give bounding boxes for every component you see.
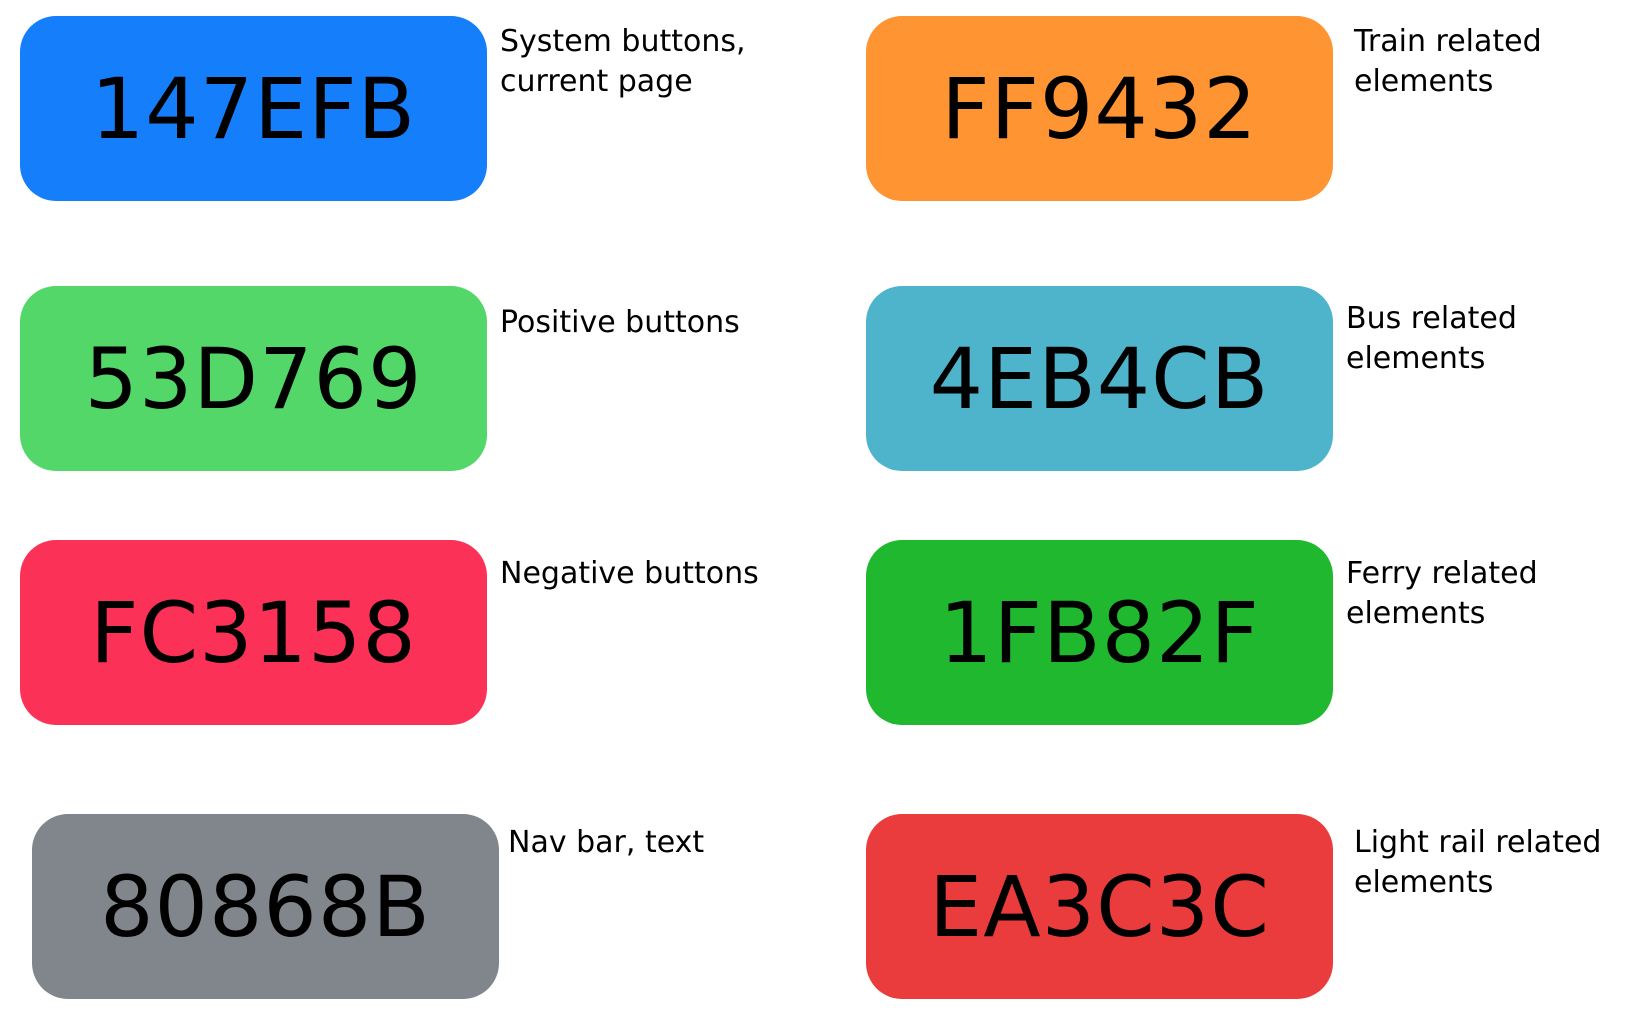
- swatch-light-rail: EA3C3C: [866, 814, 1333, 999]
- swatch-description: Negative buttons: [500, 556, 759, 591]
- swatch-train: FF9432: [866, 16, 1333, 201]
- swatch-code: 80868B: [100, 857, 431, 956]
- swatch-code: EA3C3C: [929, 857, 1270, 956]
- swatch-code: FC3158: [90, 583, 417, 682]
- swatch-code: 1FB82F: [939, 583, 1260, 682]
- swatch-negative: FC3158: [20, 540, 487, 725]
- swatch-code: 53D769: [84, 329, 423, 428]
- swatch-nav: 80868B: [32, 814, 499, 999]
- swatch-system: 147EFB: [20, 16, 487, 201]
- swatch-description: Train related elements: [1354, 24, 1542, 99]
- swatch-code: 147EFB: [90, 59, 417, 158]
- swatch-description: Positive buttons: [500, 305, 740, 340]
- swatch-code: 4EB4CB: [929, 329, 1270, 428]
- swatch-description: Nav bar, text: [508, 825, 705, 860]
- swatch-description: Bus related elements: [1346, 301, 1517, 376]
- swatch-description: Ferry related elements: [1346, 556, 1538, 631]
- swatch-bus: 4EB4CB: [866, 286, 1333, 471]
- swatch-code: FF9432: [941, 59, 1258, 158]
- swatch-positive: 53D769: [20, 286, 487, 471]
- swatch-description: System buttons, current page: [500, 24, 746, 99]
- swatch-ferry: 1FB82F: [866, 540, 1333, 725]
- swatch-description: Light rail related elements: [1354, 825, 1602, 900]
